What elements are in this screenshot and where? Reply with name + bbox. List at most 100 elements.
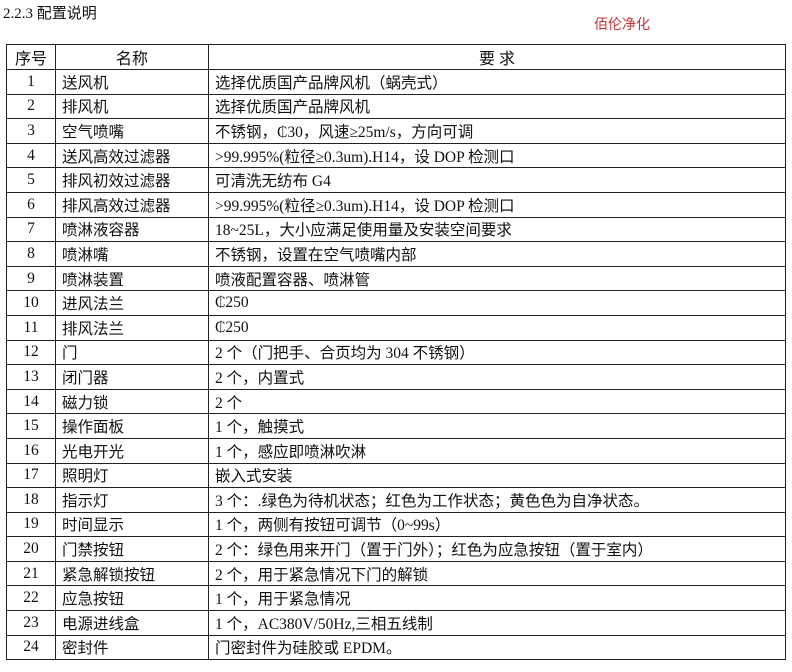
cell-requirement: 1 个，用于紧急情况: [208, 585, 786, 612]
cell-index: 20: [6, 536, 56, 562]
cell-requirement: 1 个，AC380V/50Hz,三相五线制: [208, 610, 786, 636]
cell-name: 喷淋嘴: [55, 241, 209, 267]
cell-requirement: >99.995%(粒径≥0.3um).H14，设 DOP 检测口: [208, 191, 786, 218]
cell-requirement: 1 个，触摸式: [208, 413, 786, 439]
cell-index: 11: [6, 314, 56, 341]
table-row: 9 喷淋装置 喷液配置容器、喷淋管: [6, 265, 786, 292]
table-row: 7 喷淋液容器 18~25L，大小应满足使用量及安装空间要求: [6, 216, 786, 243]
cell-name: 排风法兰: [55, 314, 209, 341]
cell-index: 19: [6, 511, 56, 538]
cell-name: 光电开光: [55, 437, 209, 464]
cell-name: 闭门器: [55, 364, 209, 390]
cell-index: 17: [6, 462, 56, 489]
table-row: 8 喷淋嘴 不锈钢，设置在空气喷嘴内部: [6, 241, 786, 267]
header-requirement: 要 求: [208, 44, 786, 70]
cell-index: 8: [6, 241, 56, 267]
cell-name: 指示灯: [55, 487, 209, 513]
header-index: 序号: [6, 44, 56, 70]
table-row: 2 排风机 选择优质国产品牌风机: [6, 93, 786, 120]
cell-requirement: 选择优质国产品牌风机（蜗壳式）: [208, 69, 786, 95]
cell-name: 空气喷嘴: [55, 118, 209, 144]
cell-name: 排风机: [55, 93, 209, 120]
cell-index: 9: [6, 265, 56, 292]
cell-name: 电源进线盒: [55, 610, 209, 636]
cell-requirement: 2 个，用于紧急情况下门的解锁: [208, 560, 786, 587]
table-row: 6 排风高效过滤器 >99.995%(粒径≥0.3um).H14，设 DOP 检测口: [6, 191, 786, 218]
cell-name: 磁力锁: [55, 388, 209, 415]
cell-name: 操作面板: [55, 413, 209, 439]
cell-name: 时间显示: [55, 511, 209, 538]
table-row: 20 门禁按钮 2 个：绿色用来开门（置于门外）；红色为应急按钮（置于室内）: [6, 536, 786, 562]
cell-name: 送风高效过滤器: [55, 142, 209, 169]
cell-requirement: 选择优质国产品牌风机: [208, 93, 786, 120]
cell-requirement: ₵250: [208, 314, 786, 341]
cell-requirement: ₵250: [208, 290, 786, 316]
table-row: 15 操作面板 1 个，触摸式: [6, 413, 786, 439]
cell-requirement: 门密封件为硅胶或 EPDM。: [208, 634, 786, 661]
cell-name: 密封件: [55, 634, 209, 661]
table-row: 18 指示灯 3 个：.绿色为待机状态；红色为工作状态；黄色色为自净状态。: [6, 487, 786, 513]
cell-name: 应急按钮: [55, 585, 209, 612]
cell-index: 21: [6, 560, 56, 587]
cell-index: 22: [6, 585, 56, 612]
cell-index: 4: [6, 142, 56, 169]
table-row: 24 密封件 门密封件为硅胶或 EPDM。: [6, 634, 786, 661]
cell-index: 7: [6, 216, 56, 243]
table-row: 16 光电开光 1 个，感应即喷淋吹淋: [6, 437, 786, 464]
cell-requirement: 不锈钢，设置在空气喷嘴内部: [208, 241, 786, 267]
cell-requirement: 2 个（门把手、合页均为 304 不锈钢）: [208, 339, 786, 366]
table-row: 17 照明灯 嵌入式安装: [6, 462, 786, 489]
cell-name: 喷淋液容器: [55, 216, 209, 243]
section-title: 2.2.3 配置说明: [3, 6, 97, 22]
cell-index: 14: [6, 388, 56, 415]
cell-requirement: 18~25L，大小应满足使用量及安装空间要求: [208, 216, 786, 243]
cell-index: 5: [6, 167, 56, 193]
cell-index: 6: [6, 191, 56, 218]
cell-requirement: 2 个: [208, 388, 786, 415]
table-row: 3 空气喷嘴 不锈钢，₵30，风速≥25m/s，方向可调: [6, 118, 786, 144]
cell-requirement: 2 个，内置式: [208, 364, 786, 390]
table-row: 14 磁力锁 2 个: [6, 388, 786, 415]
cell-requirement: 可清洗无纺布 G4: [208, 167, 786, 193]
table-header-row: 序号 名称 要 求: [6, 44, 786, 70]
brand-watermark: 佰伦净化: [594, 17, 650, 33]
cell-index: 24: [6, 634, 56, 661]
cell-index: 16: [6, 437, 56, 464]
cell-requirement: 嵌入式安装: [208, 462, 786, 489]
cell-requirement: 1 个，两侧有按钮可调节（0~99s）: [208, 511, 786, 538]
config-table: 序号 名称 要 求 1 送风机 选择优质国产品牌风机（蜗壳式） 2 排风机 选择优质国产品…: [6, 44, 786, 661]
cell-requirement: 2 个：绿色用来开门（置于门外）；红色为应急按钮（置于室内）: [208, 536, 786, 562]
cell-name: 排风高效过滤器: [55, 191, 209, 218]
cell-name: 送风机: [55, 69, 209, 95]
table-row: 12 门 2 个（门把手、合页均为 304 不锈钢）: [6, 339, 786, 366]
table-row: 11 排风法兰 ₵250: [6, 314, 786, 341]
cell-index: 13: [6, 364, 56, 390]
cell-requirement: 喷液配置容器、喷淋管: [208, 265, 786, 292]
header-name: 名称: [55, 44, 209, 70]
cell-requirement: 1 个，感应即喷淋吹淋: [208, 437, 786, 464]
table-row: 19 时间显示 1 个，两侧有按钮可调节（0~99s）: [6, 511, 786, 538]
table-row: 23 电源进线盒 1 个，AC380V/50Hz,三相五线制: [6, 610, 786, 636]
table-row: 22 应急按钮 1 个，用于紧急情况: [6, 585, 786, 612]
table-row: 21 紧急解锁按钮 2 个，用于紧急情况下门的解锁: [6, 560, 786, 587]
table-row: 4 送风高效过滤器 >99.995%(粒径≥0.3um).H14，设 DOP 检测口: [6, 142, 786, 169]
cell-index: 3: [6, 118, 56, 144]
cell-index: 1: [6, 69, 56, 95]
cell-name: 门禁按钮: [55, 536, 209, 562]
cell-name: 进风法兰: [55, 290, 209, 316]
cell-name: 排风初效过滤器: [55, 167, 209, 193]
cell-index: 12: [6, 339, 56, 366]
table-row: 10 进风法兰 ₵250: [6, 290, 786, 316]
cell-name: 喷淋装置: [55, 265, 209, 292]
cell-index: 10: [6, 290, 56, 316]
cell-requirement: >99.995%(粒径≥0.3um).H14，设 DOP 检测口: [208, 142, 786, 169]
cell-name: 照明灯: [55, 462, 209, 489]
cell-index: 15: [6, 413, 56, 439]
cell-requirement: 3 个：.绿色为待机状态；红色为工作状态；黄色色为自净状态。: [208, 487, 786, 513]
cell-name: 紧急解锁按钮: [55, 560, 209, 587]
table-row: 5 排风初效过滤器 可清洗无纺布 G4: [6, 167, 786, 193]
cell-requirement: 不锈钢，₵30，风速≥25m/s，方向可调: [208, 118, 786, 144]
table-row: 1 送风机 选择优质国产品牌风机（蜗壳式）: [6, 69, 786, 95]
cell-index: 23: [6, 610, 56, 636]
cell-name: 门: [55, 339, 209, 366]
